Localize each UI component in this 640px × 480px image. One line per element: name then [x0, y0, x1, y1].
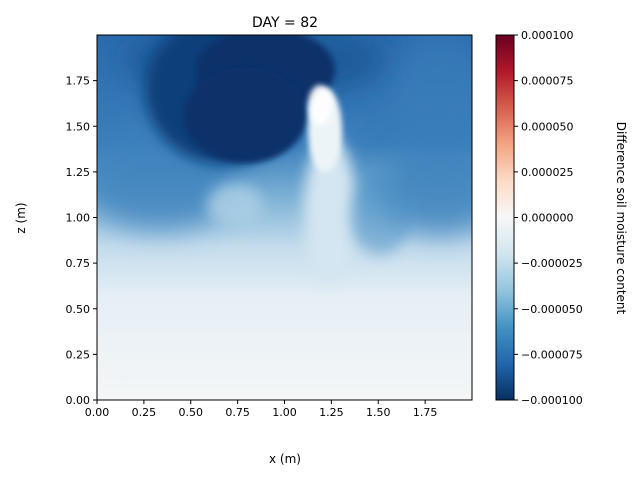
x-tick-label: 1.00	[272, 406, 297, 419]
y-tick-label: 1.50	[66, 120, 91, 133]
colorbar-tick-label: −0.000075	[521, 348, 583, 361]
x-tick-label: 1.25	[319, 406, 344, 419]
y-tick-label: 1.75	[66, 75, 91, 88]
colorbar-tick-label: 0.000050	[521, 120, 574, 133]
y-tick-label: 1.25	[66, 166, 91, 179]
colorbar-label: Difference soil moisture content	[614, 122, 628, 315]
x-tick-label: 0.00	[85, 406, 110, 419]
y-tick-label: 0.75	[66, 257, 91, 270]
colorbar-tick-label: −0.000050	[521, 303, 583, 316]
x-tick-label: 1.75	[413, 406, 438, 419]
x-tick-label: 0.75	[225, 406, 250, 419]
y-tick-label: 0.00	[66, 394, 91, 407]
chart-title: DAY = 82	[252, 15, 318, 31]
y-tick-label: 0.25	[66, 348, 91, 361]
x-axis-label: x (m)	[269, 452, 301, 466]
colorbar-tick-label: −0.000100	[521, 394, 583, 407]
y-axis-label: z (m)	[14, 202, 28, 233]
colorbar-tick-label: 0.000100	[521, 29, 574, 42]
x-tick-label: 1.50	[366, 406, 391, 419]
x-tick-label: 0.50	[179, 406, 204, 419]
colorbar-tick-label: −0.000025	[521, 257, 583, 270]
y-tick-label: 0.50	[66, 303, 91, 316]
y-tick-label: 1.00	[66, 212, 91, 225]
colorbar-tick-label: 0.000000	[521, 212, 574, 225]
colorbar-tick-label: 0.000075	[521, 75, 574, 88]
colorbar-tick-label: 0.000025	[521, 166, 574, 179]
colorbar	[495, 34, 515, 401]
x-tick-label: 0.25	[132, 406, 157, 419]
heatmap-field	[97, 35, 472, 400]
